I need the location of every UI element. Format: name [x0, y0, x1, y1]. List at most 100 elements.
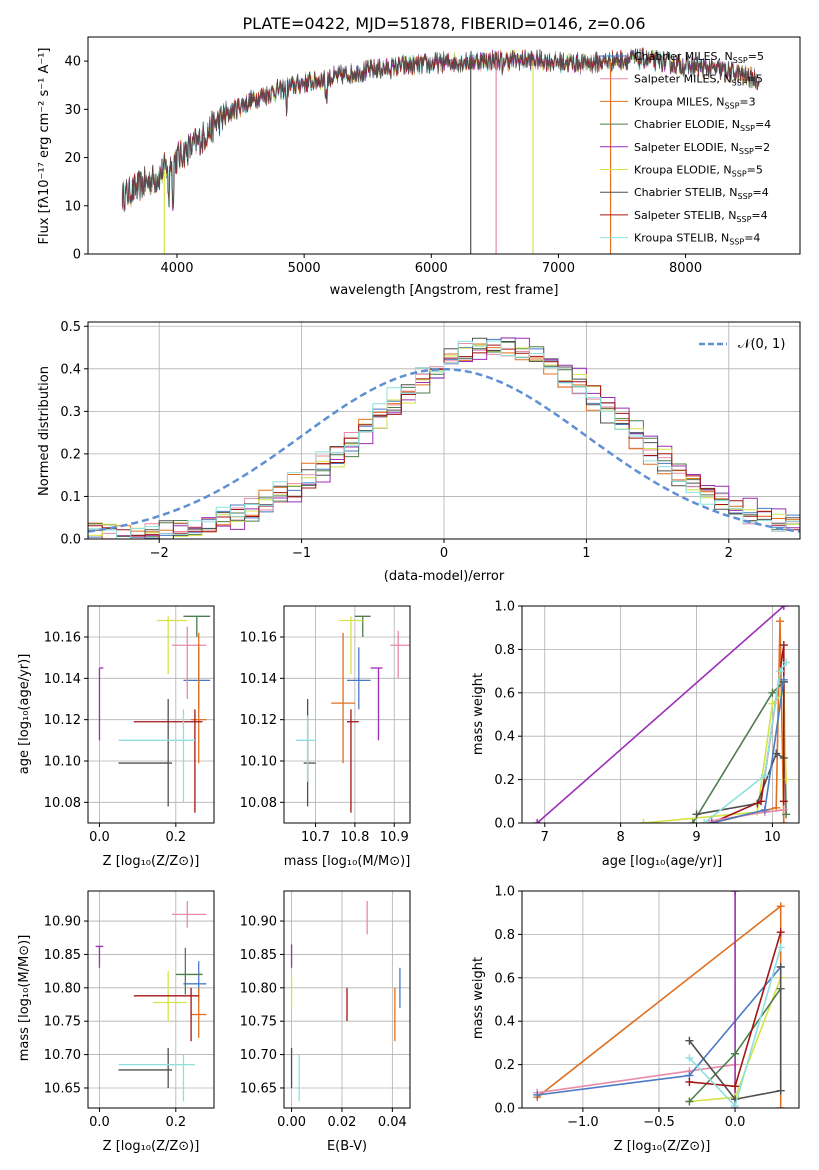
spectrum-line-chabrier-stelib [122, 48, 760, 211]
legend-label-salpeter-elodie: Salpeter ELODIE, NSSP=2 [634, 141, 770, 156]
ytick-label-1: 0.2 [494, 1058, 515, 1073]
axes-frame [87, 321, 801, 540]
residuals-legend-label: 𝒩(0, 1) [738, 337, 785, 352]
ytick-label-4: 10.85 [240, 948, 277, 963]
ytick-label-3: 0.6 [494, 686, 515, 701]
xtick-label-0: −1.0 [567, 1115, 599, 1130]
mw-point-chabrier-miles-0 [533, 1090, 542, 1099]
mass-weight-vs-Z-panel: −1.0 −0.5 0.0 0.0 0.2 0.4 0.6 0.8 1.0 [494, 885, 800, 1130]
legend-nssp: =4 [753, 186, 769, 199]
xtick-label-0: 4000 [160, 261, 193, 276]
ytick-label-0: 0 [73, 248, 81, 263]
ytick-label-5: 1.0 [494, 600, 515, 615]
xtick-label-3: 1 [582, 546, 590, 561]
mw-point-salpeter-elodie-1 [731, 891, 740, 895]
ytick-label-2: 0.4 [494, 730, 515, 745]
legend-nssp: =4 [751, 209, 767, 222]
ytick-label-4: 0.4 [60, 362, 81, 377]
ytick-label-2: 0.2 [60, 447, 81, 462]
ytick-label-0: 0.0 [60, 533, 81, 548]
mw-line-salpeter-miles [537, 1063, 736, 1094]
ytick-label-1: 10 [64, 199, 81, 214]
mw-point-chabrier-miles-0 [707, 819, 716, 823]
ageZ-ylabel: age [log₁₀(age/yr)] [17, 654, 32, 775]
legend-nssp: =2 [754, 141, 770, 154]
ytick-label-4: 40 [64, 55, 81, 70]
axes-frame [87, 36, 801, 255]
legend-sub: SSP [738, 192, 753, 201]
mwZ-xlabel: Z [log₁₀(Z/Z⊙)] [614, 1139, 711, 1154]
axes-frame [521, 890, 800, 1109]
xtick-label-2: 0.0 [725, 1115, 746, 1130]
legend-sub: SSP [724, 101, 739, 110]
mwZ-ylabel: mass weight [471, 957, 486, 1039]
xtick-label-2: 0 [440, 546, 448, 561]
ytick-label-4: 10.16 [44, 631, 81, 646]
mw-line-chabrier-stelib [688, 967, 782, 1101]
mw-point-chabrier-miles-1 [760, 805, 769, 814]
axes-frame [87, 890, 215, 1109]
xtick-label-2: 10.9 [380, 830, 409, 845]
massZ-ylabel: mass [log₁₀(M/M⊙)] [17, 935, 32, 1062]
xtick-label-1: 0.2 [165, 830, 186, 845]
ytick-label-4: 10.16 [240, 631, 277, 646]
ytick-label-0: 0.0 [494, 817, 515, 832]
mw-point-chabrier-elodie-3 [782, 810, 791, 819]
axes-frame [283, 605, 411, 824]
spectrum-xlabel: wavelength [Angstrom, rest frame] [330, 283, 559, 298]
legend-sub: SSP [739, 147, 754, 156]
ytick-label-0: 10.65 [240, 1081, 277, 1096]
mass-vs-EBV-panel: 0.00 0.02 0.04 10.65 10.70 10.75 10.80 10.85 10.… [240, 890, 411, 1130]
legend-label-kroupa-miles: Kroupa MILES, NSSP=3 [634, 95, 756, 110]
mw-point-salpeter-miles-2 [779, 805, 788, 814]
ytick-label-3: 10.80 [240, 981, 277, 996]
ytick-label-2: 10.75 [240, 1015, 277, 1030]
mw-point-salpeter-stelib-1 [757, 797, 766, 806]
mw-point-chabrier-stelib-0 [692, 810, 701, 819]
massZ-xlabel: Z [log₁₀(Z/Z⊙)] [103, 1139, 200, 1154]
ytick-label-3: 0.3 [60, 405, 81, 420]
mw-point-chabrier-miles-2 [779, 675, 788, 684]
ytick-label-3: 30 [64, 103, 81, 118]
ytick-label-5: 10.90 [240, 915, 277, 930]
mw-point-kroupa-elodie-0 [639, 819, 648, 823]
ytick-label-2: 0.4 [494, 1015, 515, 1030]
mw-point-kroupa-stelib-0 [685, 1054, 694, 1063]
legend-label-salpeter-miles: Salpeter MILES, NSSP=5 [634, 73, 763, 88]
ytick-label-1: 0.2 [494, 773, 515, 788]
mw-point-salpeter-stelib-2 [779, 641, 788, 650]
ytick-label-1: 10.10 [240, 755, 277, 770]
mw-point-salpeter-stelib-0 [685, 1077, 694, 1086]
mw-point-kroupa-stelib-1 [760, 771, 769, 780]
ytick-label-2: 10.75 [44, 1015, 81, 1030]
mw-point-salpeter-stelib-3 [779, 797, 788, 806]
mw-point-chabrier-stelib-2 [776, 1086, 785, 1095]
ytick-label-1: 0.1 [60, 490, 81, 505]
mw-point-chabrier-elodie-0 [685, 1097, 694, 1106]
mass-weight-vs-age-panel: 7 8 9 10 0.0 0.2 0.4 0.6 0.8 1.0 [494, 600, 800, 845]
ytick-label-0: 0.0 [494, 1102, 515, 1117]
xtick-label-1: 8 [617, 830, 625, 845]
mw-point-kroupa-stelib-2 [776, 943, 785, 952]
mw-point-kroupa-miles-2 [776, 617, 785, 626]
ytick-label-3: 10.14 [240, 672, 277, 687]
mw-point-kroupa-miles-1 [776, 902, 785, 911]
ytick-label-5: 1.0 [494, 885, 515, 900]
mw-line-kroupa-stelib [703, 661, 787, 823]
residuals-panel: −2 −1 0 1 2 0.0 0.1 0.2 0.3 0.4 0.5 [60, 320, 801, 561]
ytick-label-1: 10.70 [240, 1048, 277, 1063]
mw-point-kroupa-stelib-2 [776, 667, 785, 676]
legend-sub: SSP [732, 79, 747, 88]
mw-point-kroupa-miles-2 [776, 1104, 785, 1108]
mw-point-salpeter-elodie-0 [533, 819, 542, 823]
spectrum-ylabel: Flux [fλ10⁻¹⁷ erg cm⁻² s⁻¹ A⁻¹] [37, 48, 52, 245]
legend-sub: SSP [732, 170, 747, 179]
axes-frame [283, 890, 411, 1109]
legend-nssp: =5 [747, 164, 763, 177]
spectrum-panel: 4000 5000 6000 7000 8000 0 10 20 30 40 Chabrier MI… [64, 36, 801, 276]
xtick-label-3: 7000 [542, 261, 575, 276]
mw-point-chabrier-elodie-0 [688, 819, 697, 823]
ageZ-xlabel: Z [log₁₀(Z/Z⊙)] [103, 854, 200, 869]
xtick-label-2: 0.04 [378, 1115, 407, 1130]
